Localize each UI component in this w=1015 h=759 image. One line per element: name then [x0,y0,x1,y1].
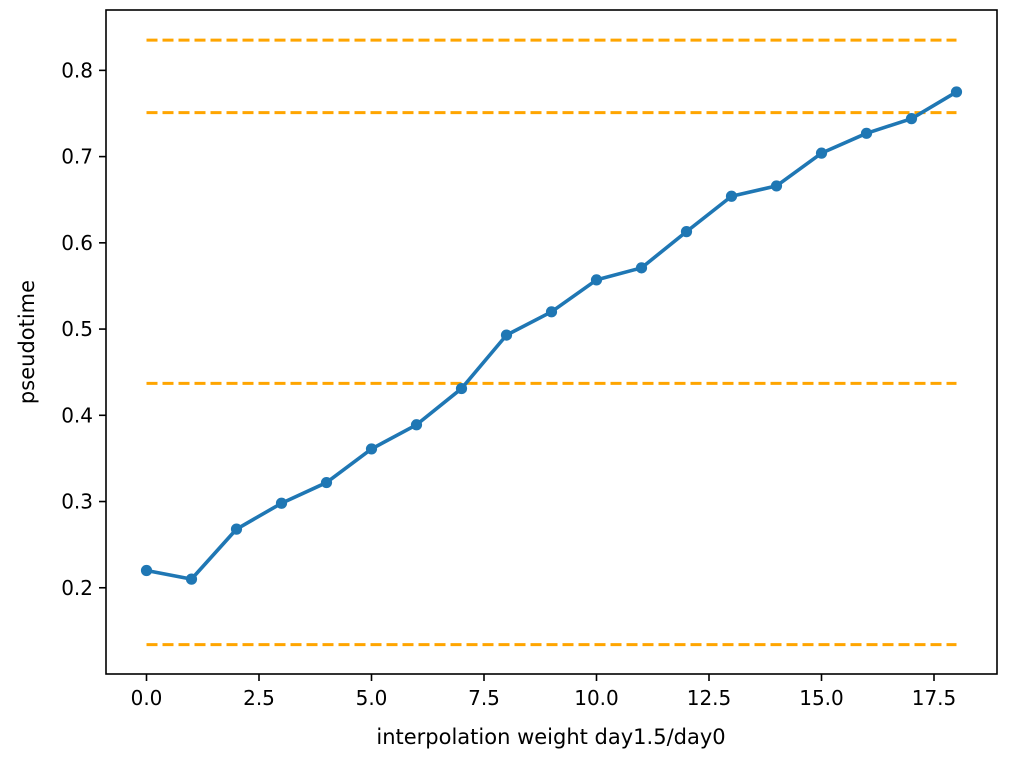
y-tick-label: 0.3 [61,490,93,514]
data-point [365,443,378,455]
data-point [275,497,288,509]
data-point [905,113,918,125]
y-tick-label: 0.5 [61,317,93,341]
data-point [500,329,513,341]
data-point [320,476,333,489]
data-point [950,86,963,98]
data-point [410,419,423,431]
data-point [770,180,783,192]
y-axis: 0.2 0.3 0.4 0.5 0.6 0.7 0.8 [61,58,106,600]
y-tick-label: 0.8 [61,58,93,82]
data-point [185,573,198,585]
x-tick-label: 10.0 [574,686,619,710]
data-point [230,523,243,535]
y-tick-label: 0.4 [61,403,93,427]
x-axis-label: interpolation weight day1.5/day0 [376,725,725,749]
data-point [815,147,828,159]
y-axis-label: pseudotime [15,280,39,404]
plot-frame [105,9,998,675]
data-point [140,564,153,577]
x-tick-label: 5.0 [356,686,388,710]
series-line [144,90,959,581]
series-group [140,86,963,585]
x-tick-label: 0.0 [131,686,163,710]
y-tick-label: 0.2 [61,576,93,600]
x-tick-label: 7.5 [468,686,500,710]
x-tick-label: 12.5 [687,686,732,710]
data-point [545,306,558,318]
x-tick-label: 17.5 [912,686,957,710]
data-point [860,127,873,139]
x-axis: 0.0 2.5 5.0 7.5 10.0 12.5 15.0 17.5 [131,674,957,710]
data-point [680,226,693,238]
data-point [635,262,648,274]
reference-lines [146,38,957,647]
x-tick-label: 2.5 [243,686,275,710]
y-tick-label: 0.6 [61,231,93,255]
data-point [455,382,468,395]
x-tick-label: 15.0 [799,686,844,710]
data-point [590,274,603,286]
data-point [725,190,738,202]
y-tick-label: 0.7 [61,145,93,169]
